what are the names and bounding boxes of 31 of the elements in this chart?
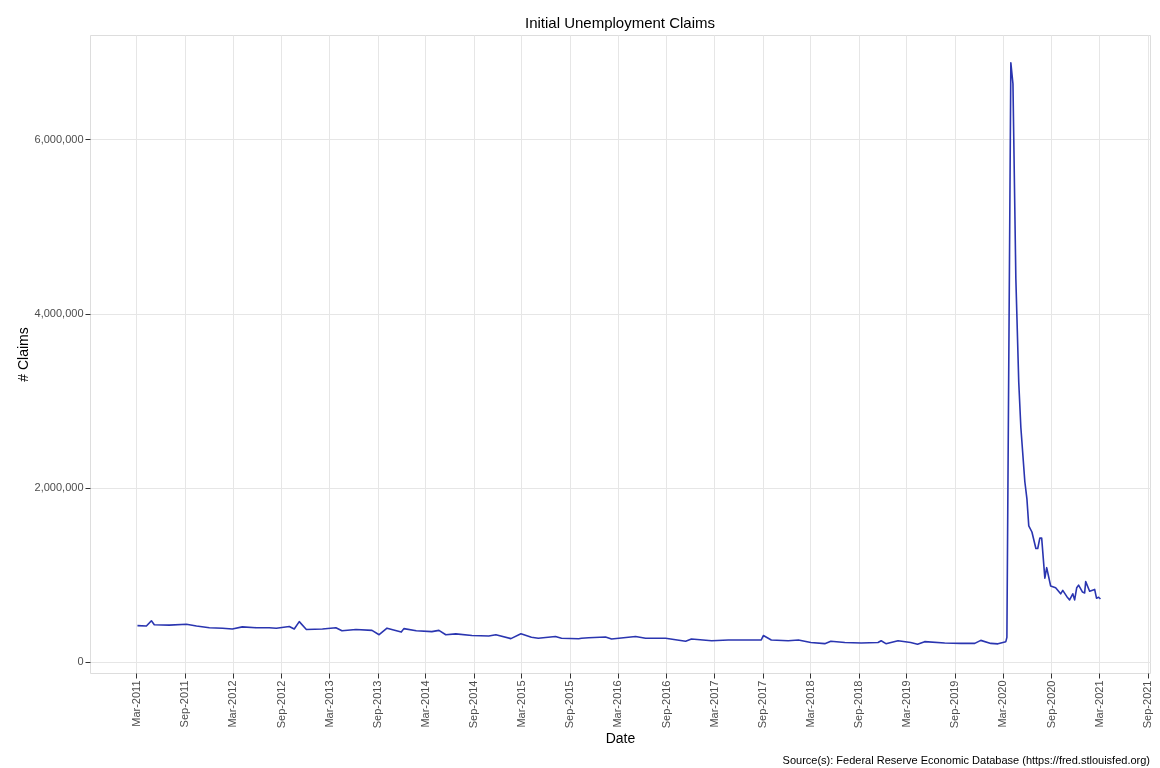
- line-series: [136, 62, 1102, 646]
- x-tick-label: Sep-2020: [1044, 680, 1057, 729]
- x-tick-label: Sep-2016: [659, 680, 672, 729]
- x-tick-label: Sep-2017: [756, 680, 769, 729]
- x-tick-label: Mar-2018: [803, 680, 816, 728]
- x-tick-label: Sep-2018: [852, 680, 865, 729]
- chart-title: Initial Unemployment Claims: [524, 14, 716, 31]
- x-tick-label: Sep-2019: [948, 680, 961, 729]
- x-tick-label: Mar-2013: [322, 680, 335, 728]
- x-tick-label: Mar-2014: [418, 680, 431, 728]
- y-tick-label: 6,000,000: [34, 132, 84, 145]
- x-tick-label: Mar-2011: [129, 680, 142, 727]
- y-tick-label: 2,000,000: [34, 481, 84, 494]
- x-tick-label: Sep-2021: [1141, 680, 1154, 729]
- x-tick-label: Mar-2012: [226, 680, 239, 728]
- x-tick-label: Mar-2021: [1092, 680, 1105, 728]
- x-tick-label: Sep-2013: [371, 680, 384, 729]
- x-tick-label: Mar-2015: [514, 680, 527, 728]
- x-tick-label: Sep-2015: [563, 680, 576, 729]
- source-note: Source(s): Federal Reserve Economic Database (https://fred.stlouisfed.org): [782, 754, 1150, 766]
- x-tick-label: Mar-2016: [611, 680, 624, 728]
- y-tick-label: 0: [77, 655, 84, 668]
- x-tick-label: Sep-2011: [178, 680, 191, 728]
- x-tick-label: Sep-2012: [274, 680, 287, 729]
- x-axis-title: Date: [605, 730, 636, 747]
- x-tick-label: Mar-2020: [996, 680, 1009, 728]
- x-tick-label: Sep-2014: [467, 680, 480, 729]
- x-tick-label: Mar-2019: [899, 680, 912, 728]
- y-tick-label: 4,000,000: [34, 307, 84, 320]
- y-axis-title: # Claims: [14, 327, 31, 382]
- x-tick-label: Mar-2017: [707, 680, 720, 728]
